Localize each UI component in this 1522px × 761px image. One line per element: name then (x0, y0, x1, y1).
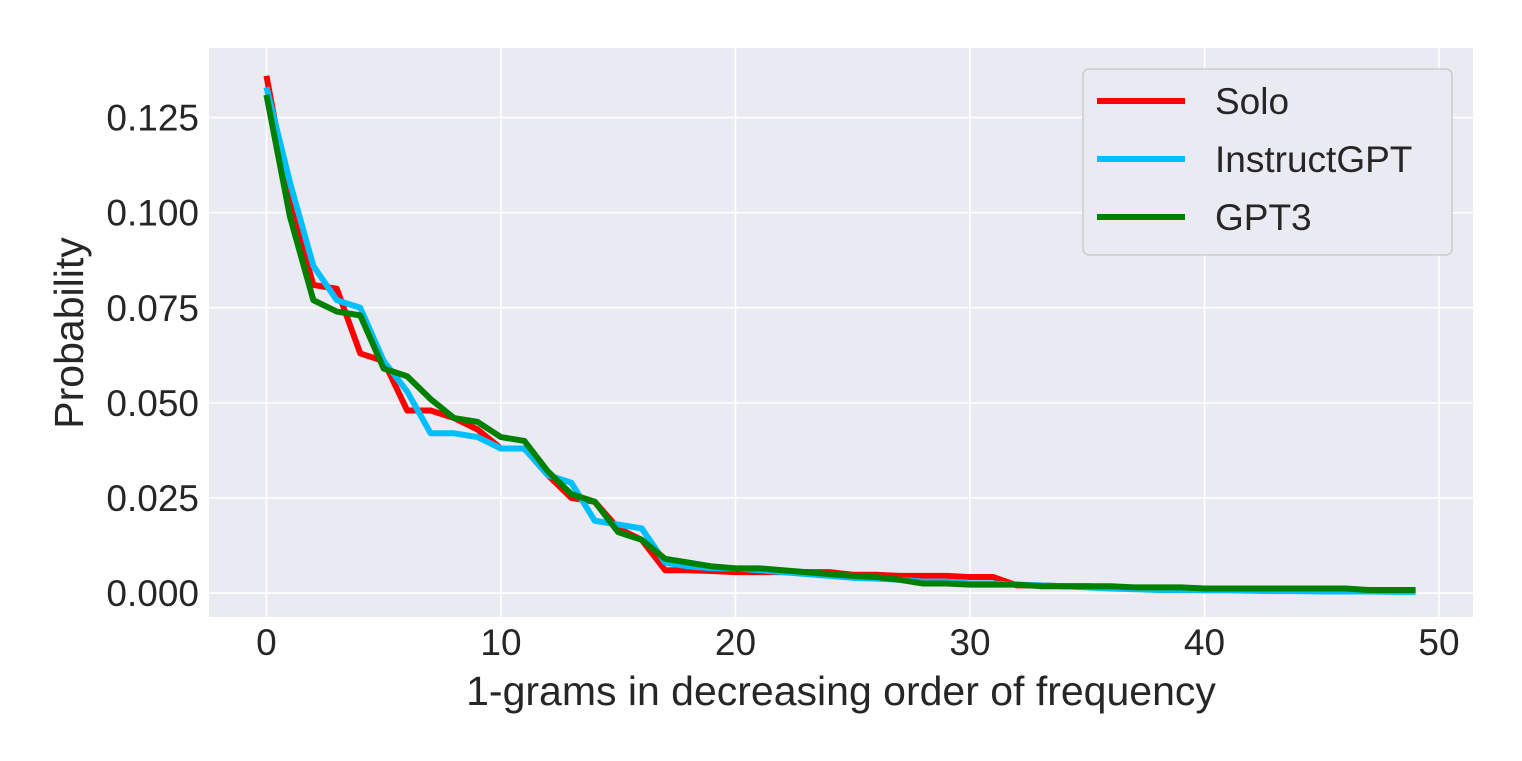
legend-label-solo: Solo (1215, 81, 1289, 122)
x-tick-label: 20 (715, 622, 756, 663)
legend: Solo InstructGPT GPT3 (1082, 68, 1453, 256)
x-gridlines (265, 48, 1440, 617)
x-axis-label: 1-grams in decreasing order of frequency (466, 668, 1216, 714)
y-tick-label: 0.000 (106, 573, 199, 614)
y-tick-label: 0.125 (106, 98, 199, 139)
y-tick-label: 0.050 (106, 383, 199, 424)
legend-label-instructgpt: InstructGPT (1215, 139, 1412, 180)
y-tick-labels: 0.000 0.025 0.050 0.075 0.100 0.125 (106, 98, 199, 614)
x-tick-label: 30 (949, 622, 990, 663)
x-tick-label: 40 (1184, 622, 1225, 663)
series-line-gpt3 (263, 94, 1416, 593)
y-tick-label: 0.025 (106, 478, 199, 519)
x-tick-label: 10 (480, 622, 521, 663)
legend-label-gpt3: GPT3 (1215, 197, 1312, 238)
y-tick-label: 0.075 (106, 288, 199, 329)
legend-frame (1082, 68, 1453, 256)
y-axis-label: Probability (46, 237, 92, 429)
x-tick-label: 0 (256, 622, 277, 663)
series-lines (263, 75, 1416, 595)
x-tick-labels: 0 10 20 30 40 50 (256, 622, 1459, 663)
x-tick-label: 50 (1418, 622, 1459, 663)
y-tick-label: 0.100 (106, 193, 199, 234)
